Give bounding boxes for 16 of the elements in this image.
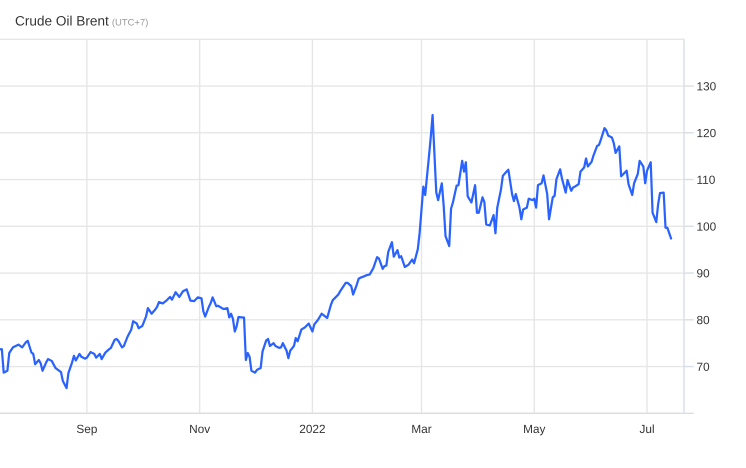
line-series	[0, 114, 672, 390]
x-tick-label: Sep	[76, 424, 97, 436]
x-tick-label: Nov	[190, 424, 210, 434]
y-tick-label: 120	[697, 128, 716, 138]
x-tick-label: Mar	[412, 424, 432, 434]
y-tick-label: 110	[697, 176, 715, 184]
x-tick-label: May	[524, 424, 546, 436]
chart-subtitle: (UTC+7)	[112, 18, 148, 28]
x-tick-label: Jul	[640, 424, 654, 434]
y-tick-label: 80	[697, 316, 710, 324]
y-tick-label: 90	[697, 269, 710, 278]
y-tick-label: 130	[697, 82, 716, 90]
x-tick-label: 2022	[300, 424, 325, 434]
chart-title: Crude Oil Brent	[16, 16, 109, 26]
y-tick-label: 100	[697, 222, 716, 231]
y-tick-label: 70	[697, 362, 710, 371]
